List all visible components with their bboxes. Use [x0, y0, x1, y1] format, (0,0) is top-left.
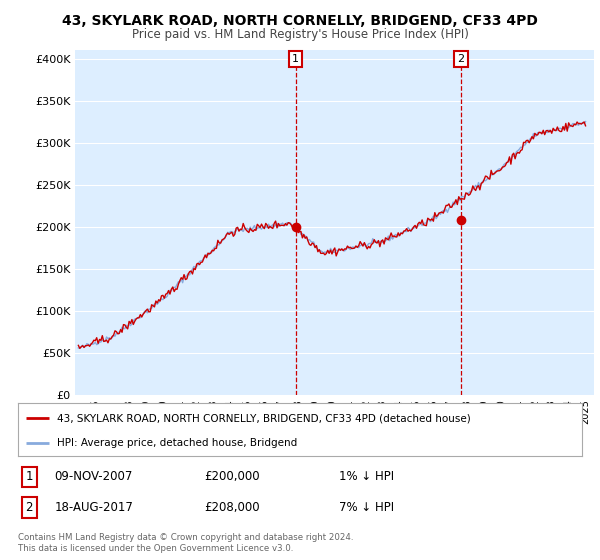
Text: 2: 2 — [457, 54, 464, 64]
Text: 1: 1 — [292, 54, 299, 64]
Text: HPI: Average price, detached house, Bridgend: HPI: Average price, detached house, Brid… — [58, 438, 298, 448]
Text: £200,000: £200,000 — [204, 470, 260, 483]
Text: 1% ↓ HPI: 1% ↓ HPI — [340, 470, 395, 483]
Text: Contains HM Land Registry data © Crown copyright and database right 2024.
This d: Contains HM Land Registry data © Crown c… — [18, 533, 353, 553]
Text: 2: 2 — [26, 501, 33, 514]
Text: 18-AUG-2017: 18-AUG-2017 — [55, 501, 134, 514]
Text: Price paid vs. HM Land Registry's House Price Index (HPI): Price paid vs. HM Land Registry's House … — [131, 28, 469, 41]
Text: 43, SKYLARK ROAD, NORTH CORNELLY, BRIDGEND, CF33 4PD: 43, SKYLARK ROAD, NORTH CORNELLY, BRIDGE… — [62, 14, 538, 28]
Text: 09-NOV-2007: 09-NOV-2007 — [55, 470, 133, 483]
Text: 43, SKYLARK ROAD, NORTH CORNELLY, BRIDGEND, CF33 4PD (detached house): 43, SKYLARK ROAD, NORTH CORNELLY, BRIDGE… — [58, 413, 471, 423]
Text: 7% ↓ HPI: 7% ↓ HPI — [340, 501, 395, 514]
Text: 1: 1 — [26, 470, 33, 483]
Text: £208,000: £208,000 — [204, 501, 260, 514]
